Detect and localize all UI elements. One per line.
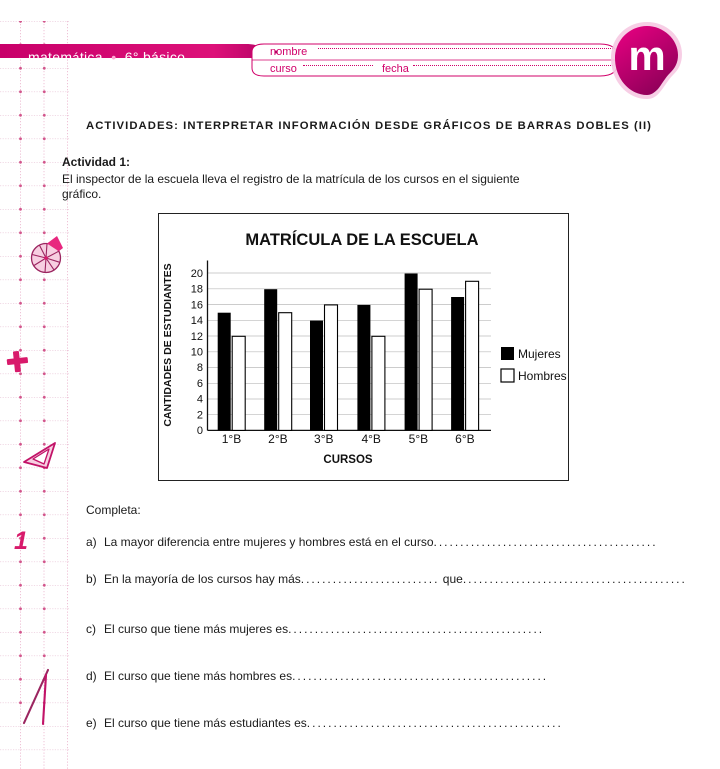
svg-text:Mujeres: Mujeres bbox=[518, 347, 561, 361]
svg-text:MATRÍCULA DE LA ESCUELA: MATRÍCULA DE LA ESCUELA bbox=[245, 230, 478, 249]
svg-text:16: 16 bbox=[191, 299, 203, 311]
svg-text:20: 20 bbox=[191, 268, 203, 280]
svg-text:8: 8 bbox=[197, 362, 203, 374]
svg-text:3°B: 3°B bbox=[314, 432, 333, 446]
svg-text:14: 14 bbox=[191, 315, 203, 327]
svg-text:0: 0 bbox=[197, 425, 203, 437]
svg-text:6: 6 bbox=[197, 378, 203, 390]
svg-text:18: 18 bbox=[191, 284, 203, 296]
svg-text:2: 2 bbox=[197, 409, 203, 421]
svg-text:m: m bbox=[628, 32, 665, 79]
svg-text:12: 12 bbox=[191, 331, 203, 343]
svg-text:6°B: 6°B bbox=[455, 432, 474, 446]
svg-text:10: 10 bbox=[191, 347, 203, 359]
svg-text:1°B: 1°B bbox=[222, 432, 241, 446]
svg-text:4°B: 4°B bbox=[361, 432, 380, 446]
svg-text:Hombres: Hombres bbox=[518, 369, 567, 383]
svg-text:CANTIDADES DE ESTUDIANTES: CANTIDADES DE ESTUDIANTES bbox=[162, 263, 174, 426]
svg-text:CURSOS: CURSOS bbox=[323, 454, 373, 466]
svg-text:4: 4 bbox=[197, 394, 203, 406]
svg-text:5°B: 5°B bbox=[409, 432, 428, 446]
svg-text:2°B: 2°B bbox=[268, 432, 287, 446]
